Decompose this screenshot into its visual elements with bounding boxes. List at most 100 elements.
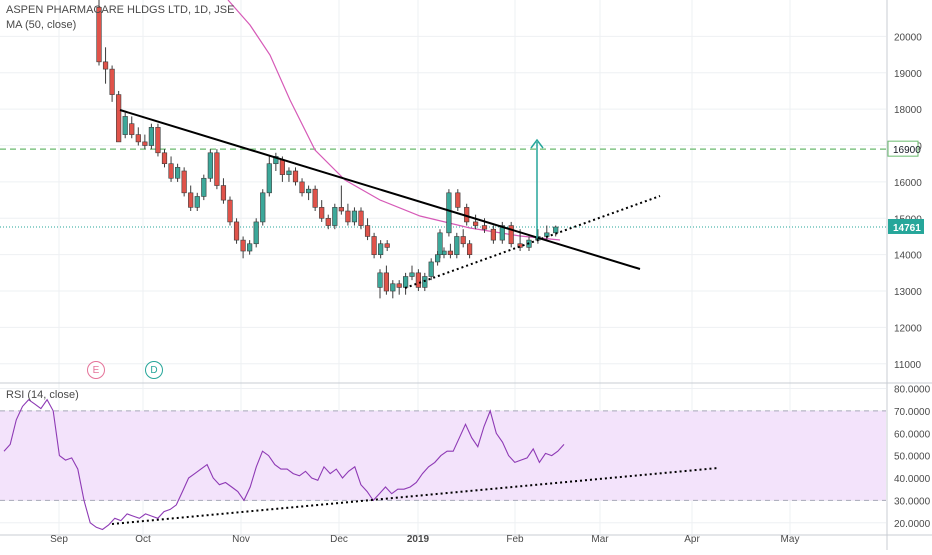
candle-body (207, 152, 213, 179)
price-axis-label: 16000 (894, 178, 922, 189)
candle-body (460, 236, 466, 245)
ma-legend: MA (50, close) (6, 19, 76, 31)
last-price-label: 14761 (893, 223, 921, 234)
candle-body (102, 61, 109, 70)
candle-body (279, 159, 286, 175)
candle-body (446, 192, 452, 234)
price-axis-label: 12000 (894, 323, 922, 334)
candle-body (266, 163, 272, 194)
dividend-event-letter: D (150, 365, 158, 376)
candle-body (454, 236, 460, 255)
candle-body (325, 217, 331, 226)
candle-body (383, 272, 390, 292)
candle-body (422, 276, 428, 288)
candle-body (155, 127, 161, 154)
candle-body (175, 167, 181, 179)
candle-body (273, 156, 279, 165)
rsi-legend-text: RSI (14, close) (6, 389, 79, 401)
price-axis-label: 14000 (894, 251, 922, 262)
candle-body (312, 188, 318, 208)
candle-body (122, 116, 128, 135)
resistance-price-box (887, 140, 919, 157)
time-axis-label: Mar (591, 534, 609, 545)
rsi-axis-label: 40.0000 (894, 474, 931, 485)
time-axis-label: May (781, 534, 800, 545)
rsi-axis-label: 70.0000 (894, 407, 931, 418)
candle-body (409, 272, 415, 277)
rsi-legend: RSI (14, close) (6, 389, 79, 401)
candle-body (338, 207, 344, 212)
candle-body (377, 272, 383, 288)
candle-body (253, 221, 259, 245)
candle-body (447, 250, 454, 255)
candle-body (109, 68, 115, 95)
ascending-trendline (404, 195, 661, 289)
price-axis-label: 19000 (894, 69, 922, 80)
candle-body (240, 239, 246, 252)
price-axis-label: 20000 (894, 32, 922, 43)
moving-average-line (227, 0, 561, 241)
rsi-axis-label: 60.0000 (894, 429, 931, 440)
price-axis-label: 13000 (894, 287, 922, 298)
candle-body (390, 283, 396, 292)
candle-body (402, 276, 409, 288)
time-axis-label: Feb (506, 534, 524, 545)
rsi-axis-label: 30.0000 (894, 496, 931, 507)
candle-body (434, 254, 441, 263)
candle-body (305, 188, 312, 194)
candle-body (319, 207, 325, 219)
candle-body (233, 221, 240, 241)
candle-body (455, 192, 461, 208)
rsi-axis-label: 20.0000 (894, 519, 931, 530)
candles (96, 0, 559, 299)
candle-body (286, 170, 292, 175)
candle-body (96, 6, 102, 63)
candle-body (517, 243, 523, 248)
candle-body (161, 152, 168, 165)
time-axis-label: Nov (232, 534, 250, 545)
candle-body (378, 243, 384, 255)
candle-body (299, 181, 305, 194)
candle-body (260, 192, 266, 223)
candle-body (142, 141, 148, 146)
candle-body (345, 210, 351, 223)
candle-body (384, 243, 390, 248)
symbol-title-text: ASPEN PHARMACARE HLDGS LTD, 1D, JSE (6, 4, 235, 16)
descending-trendline (119, 109, 641, 270)
time-axis-label: Oct (135, 534, 151, 545)
candle-body (481, 225, 488, 230)
candle-body (466, 243, 473, 255)
resistance-price-label: 16900 (893, 145, 921, 156)
candle-body (415, 272, 422, 288)
price-axis-label: 11000 (894, 360, 922, 371)
target-arrow-head (530, 138, 544, 149)
ma-legend-text: MA (50, close) (6, 19, 77, 31)
candle-body (201, 177, 207, 197)
dividend-event-badge[interactable]: D (145, 361, 163, 379)
candle-body (396, 283, 402, 288)
candle-body (428, 261, 434, 277)
candle-body (508, 225, 514, 245)
candle-body (168, 163, 174, 179)
candle-body (188, 192, 194, 208)
candle-body (332, 207, 338, 226)
candle-body (553, 226, 559, 234)
rsi-band (0, 410, 886, 501)
candle-body (247, 243, 253, 252)
earnings-event-letter: E (92, 365, 100, 376)
candle-body (181, 170, 187, 194)
candle-body (364, 225, 371, 237)
rsi-trendline (111, 467, 719, 525)
last-price-box (888, 218, 924, 234)
candle-body (194, 196, 200, 208)
time-axis-label: Apr (684, 534, 700, 545)
candle-body (129, 123, 135, 135)
candle-body (351, 210, 358, 223)
time-axis-label: Dec (330, 534, 348, 545)
earnings-event-badge[interactable]: E (87, 361, 105, 379)
candle-body (371, 236, 377, 255)
rsi-axis-label: 80.0000 (894, 384, 931, 395)
candle-body (490, 228, 497, 241)
